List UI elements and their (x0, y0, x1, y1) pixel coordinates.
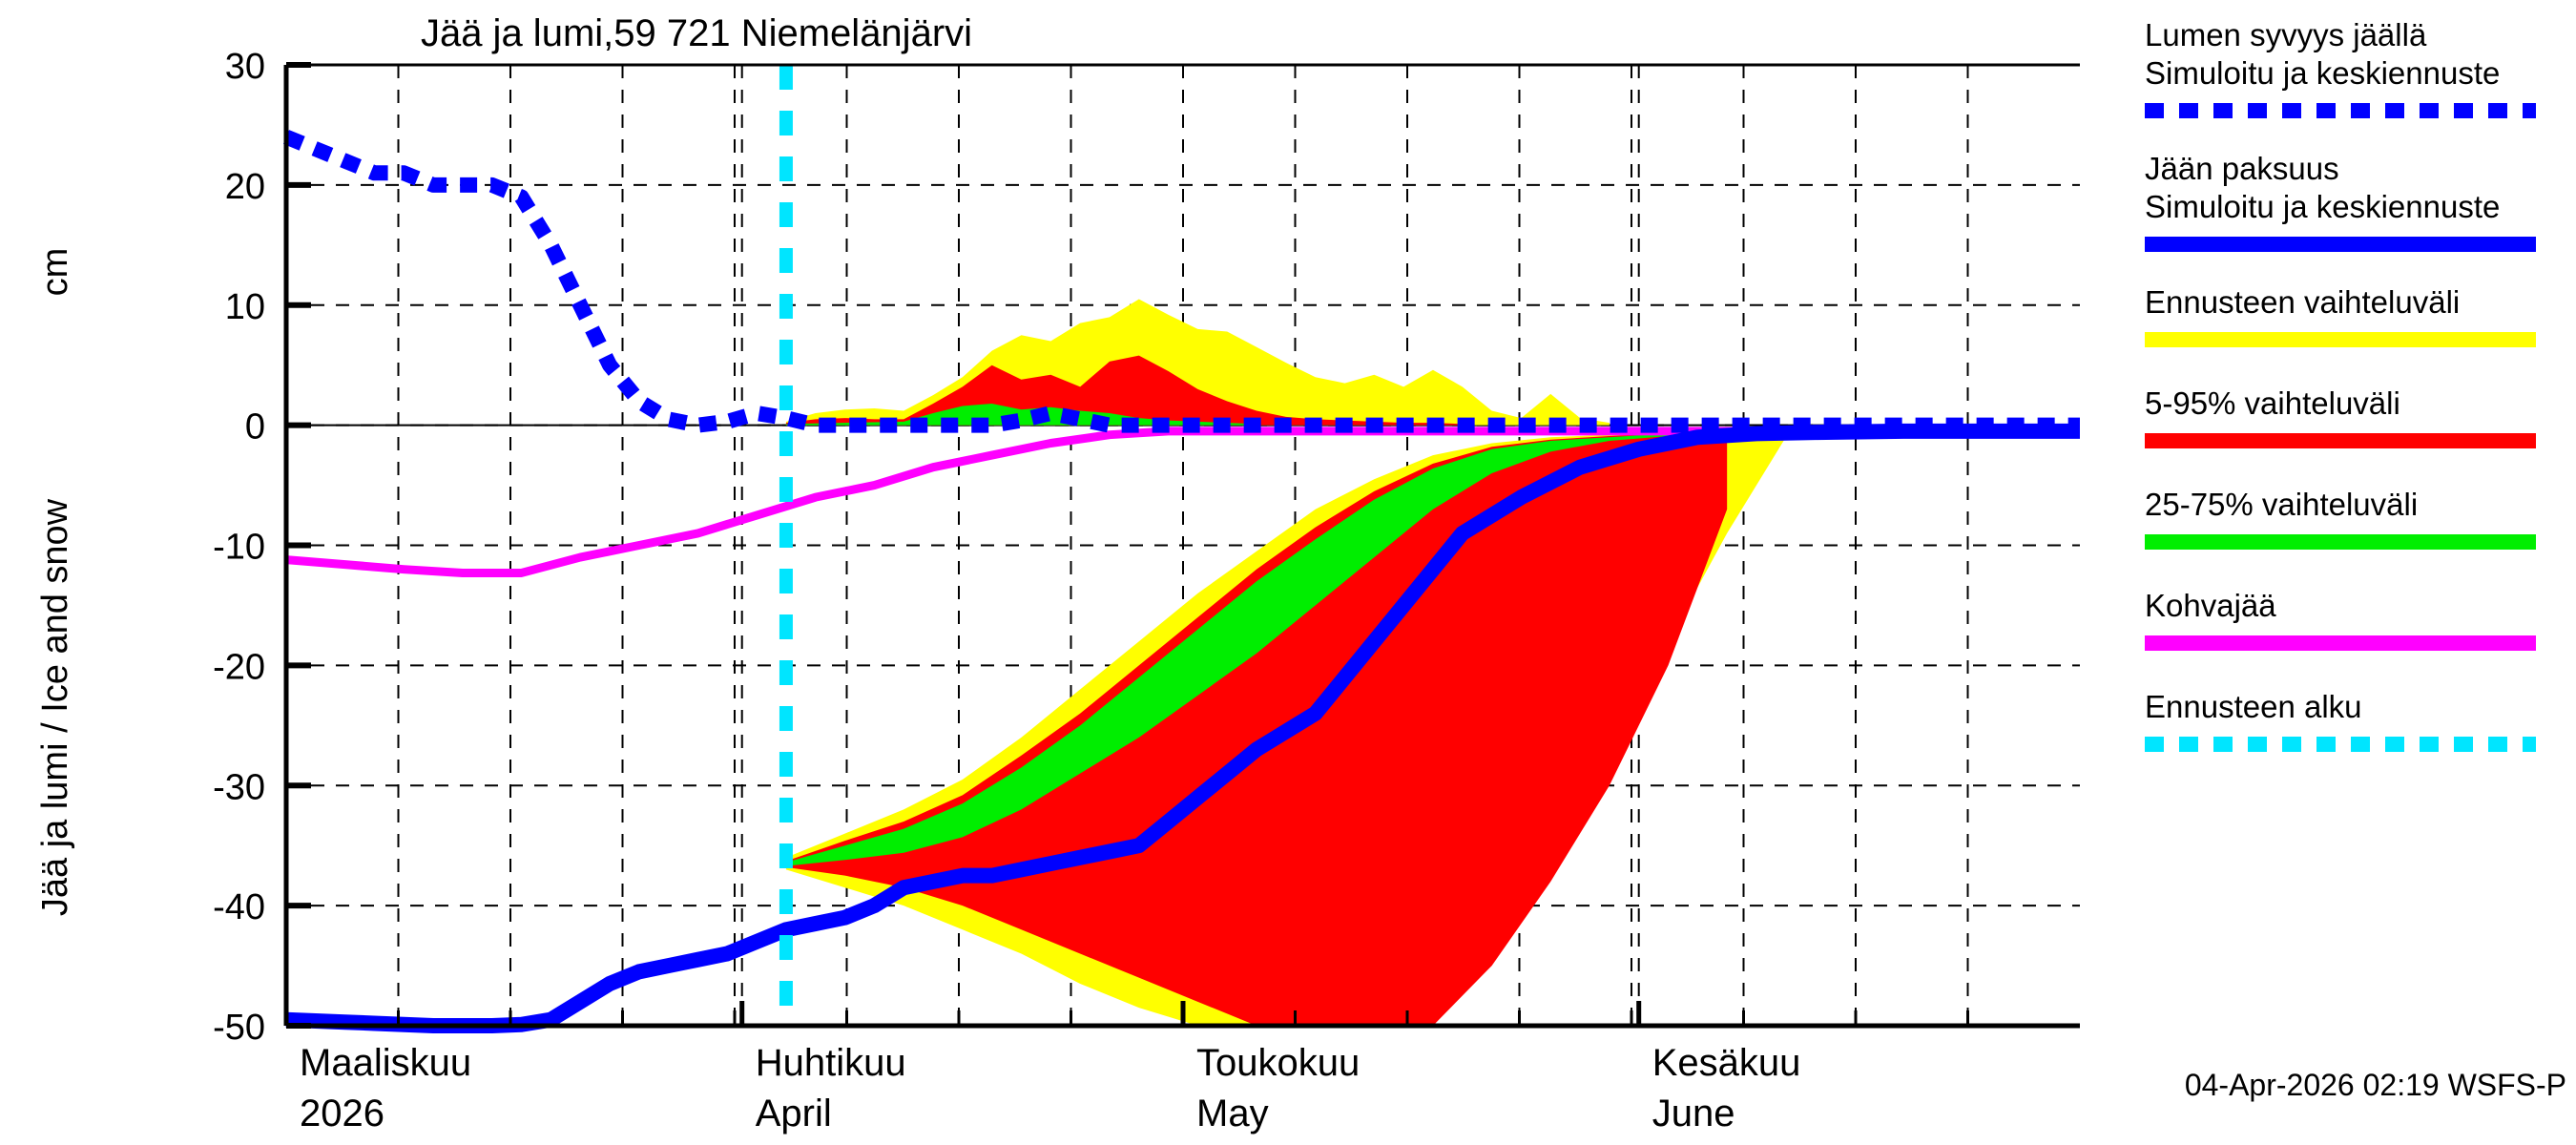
x-axis-month-fi: Kesäkuu (1652, 1042, 1801, 1084)
y-tick-label: -30 (213, 767, 265, 807)
legend-label: 5-95% vaihteluväli (2145, 385, 2400, 421)
axis-title-layer: Jää ja lumi / Ice and snow cm (35, 248, 75, 916)
legend-sublabel: Simuloitu ja keskiennuste (2145, 189, 2500, 224)
legend-label: Ennusteen alku (2145, 689, 2362, 724)
timestamp-label: 04-Apr-2026 02:19 WSFS-P (2185, 1068, 2566, 1102)
legend-label: Ennusteen vaihteluväli (2145, 284, 2460, 320)
legend-label: Kohvajää (2145, 588, 2276, 623)
y-tick-label: -20 (213, 647, 265, 687)
x-axis-month-en: June (1652, 1093, 1735, 1135)
band-snow-25-75 (785, 403, 1257, 426)
tick-label-layer: 30 20 10 0 -10 -20 -30 -40 -50 (213, 47, 265, 1048)
y-axis-unit: cm (35, 248, 75, 297)
y-tick-label: -40 (213, 887, 265, 927)
x-axis-month-fi: Maaliskuu (300, 1042, 471, 1084)
y-tick-label: -10 (213, 528, 265, 568)
series-snow-depth (282, 130, 2080, 433)
legend-sublabel: Simuloitu ja keskiennuste (2145, 55, 2500, 91)
x-axis-month-en: 2026 (300, 1093, 384, 1135)
y-tick-label: 0 (245, 407, 265, 448)
y-tick-label: 30 (225, 47, 265, 87)
y-tick-label: -50 (213, 1008, 265, 1048)
x-axis-month-en: April (756, 1093, 832, 1135)
x-axis-month-fi: Huhtikuu (756, 1042, 906, 1084)
x-axis-month-en: May (1196, 1093, 1269, 1135)
month-label-layer: Maaliskuu 2026 Huhtikuu April Toukokuu May Kes… (300, 1042, 1800, 1135)
legend-label: Jään paksuus (2145, 151, 2339, 186)
page-title: Jää ja lumi,59 721 Niemelänjärvi (421, 12, 972, 54)
axis-layer (283, 62, 2080, 1029)
x-axis-month-fi: Toukokuu (1196, 1042, 1360, 1084)
y-tick-label: 20 (225, 167, 265, 207)
y-axis-title: Jää ja lumi / Ice and snow (35, 498, 75, 916)
y-tick-label: 10 (225, 287, 265, 327)
band-ice-25-75 (785, 433, 1669, 866)
series-kohvajaa (285, 427, 2080, 577)
legend-label: Lumen syvyys jäällä (2145, 17, 2427, 52)
legend-label: 25-75% vaihteluväli (2145, 487, 2418, 522)
